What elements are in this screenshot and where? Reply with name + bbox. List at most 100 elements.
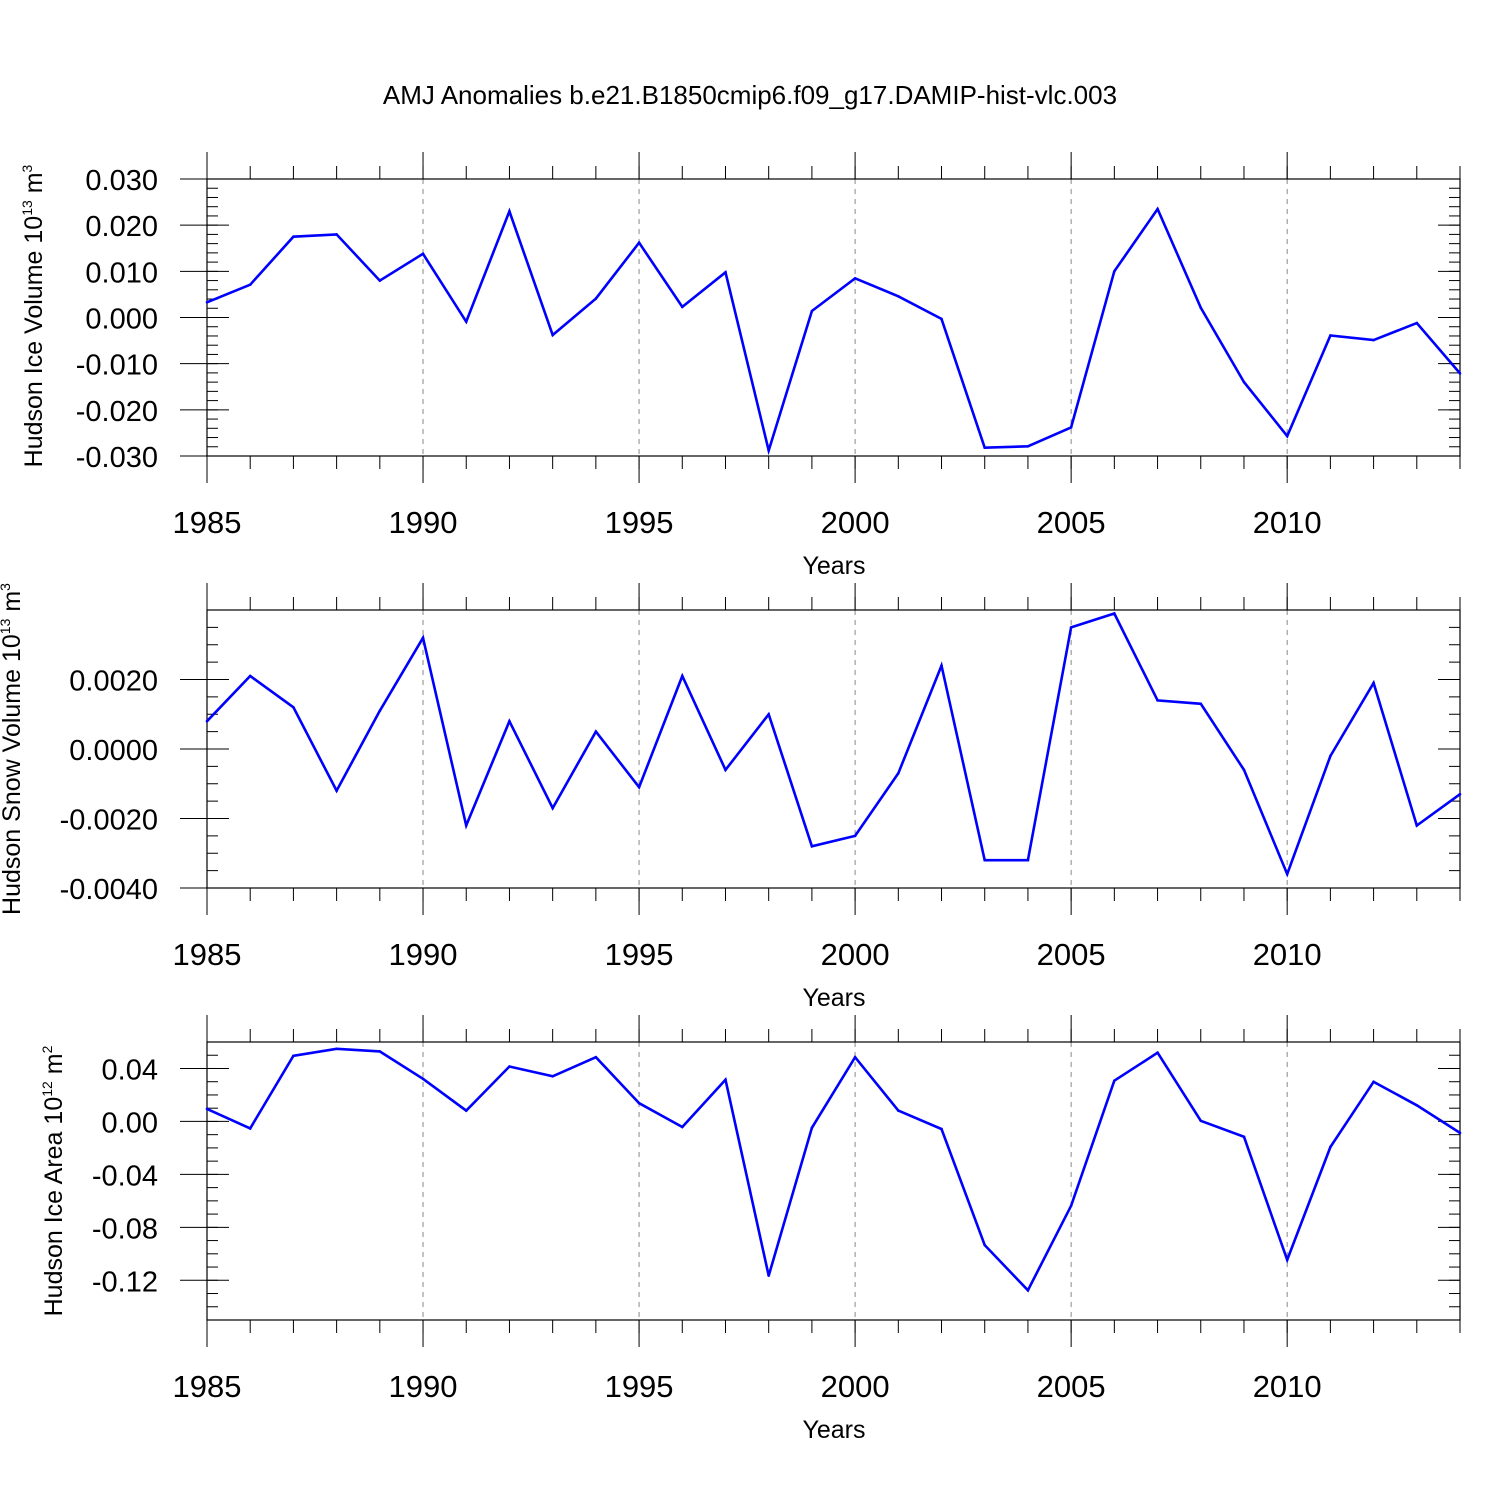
y-tick-label: 0.000 [85,304,158,336]
y-tick-label: -0.010 [76,350,158,382]
data-point [1156,207,1159,211]
x-tick-label: 2010 [1253,1369,1322,1404]
data-point [508,1065,511,1068]
data-point [421,636,425,640]
data-point [1285,872,1289,876]
x-tick-label: 1985 [173,505,242,540]
x-tick-label: 2005 [1037,505,1106,540]
data-point [637,1101,641,1105]
data-point [551,1074,554,1078]
data-point [853,276,857,280]
panel-3: 1985 1990 1995 2000 2005 2010 0.04 0.00 -0.04 -0.… [39,1015,1462,1444]
data-point [1026,1289,1030,1292]
y-axis-label-exponent: 3 [0,583,13,591]
data-point [724,768,727,772]
data-point [464,824,468,827]
data-point [1199,702,1203,706]
y-axis-label-part: m [0,591,26,619]
x-axis-label: Years [802,552,865,580]
data-point [767,1274,770,1277]
x-tick-label: 1995 [605,937,674,972]
data-point [1415,1103,1419,1107]
data-point [1329,754,1332,758]
data-point [940,1127,943,1131]
x-tick-label: 2005 [1037,1369,1106,1404]
y-tick-label: -0.12 [92,1266,158,1298]
y-axis-label: Hudson Snow Volume 1013 m3 [0,583,26,915]
data-point [680,674,684,678]
y-axis-label-part: m [20,172,48,200]
data-point [853,834,857,838]
data-point [940,317,943,321]
y-tick-label: 0.00 [102,1107,158,1139]
y-tick-label: 0.0020 [69,666,158,698]
data-point [680,1125,684,1129]
data-point [292,235,295,239]
y-tick-label: -0.030 [76,442,158,474]
data-point [335,789,338,792]
y-axis-label-exponent: 2 [39,1045,55,1053]
data-point [1242,1135,1246,1139]
data-point [1329,334,1332,337]
data-point [1199,306,1203,310]
data-point [1199,1119,1203,1123]
data-point [1415,824,1419,827]
data-point [508,719,511,723]
plot-frame [206,1041,1461,1321]
data-point [248,283,252,287]
plot-frame [206,609,1461,889]
y-axis-label: Hudson Ice Area 1012 m2 [39,1045,68,1316]
data-point [1285,1258,1289,1262]
data-point [1069,626,1073,629]
data-point [1156,1051,1159,1055]
data-point [1329,1145,1332,1149]
data-point [637,241,641,245]
series-line [206,611,1461,878]
y-tick-label: 0.04 [102,1054,158,1086]
data-point [205,300,209,304]
data-point [335,233,338,236]
data-point [1113,612,1116,615]
y-tick-label: -0.020 [76,396,158,428]
panels: 1985 1990 1995 2000 2005 2010 0.030 0.020 0.010 0… [0,152,1462,1444]
y-tick-label: -0.08 [92,1213,158,1245]
data-point [464,1109,468,1112]
y-axis-label-exponent: 12 [39,1081,55,1097]
x-tick-label: 2000 [821,937,890,972]
x-tick-label: 1995 [605,505,674,540]
plot-frame [206,178,1461,457]
data-point [421,252,425,256]
data-point [983,1243,987,1247]
chart-title: AMJ Anomalies b.e21.B1850cmip6.f09_g17.D… [383,80,1117,110]
y-tick-label: -0.04 [92,1160,158,1192]
data-point [1242,380,1246,384]
x-tick-label: 2005 [1037,937,1106,972]
y-tick-label: -0.0020 [60,805,158,837]
data-point [680,305,684,309]
data-point [594,730,598,733]
data-point [1415,321,1419,325]
data-point [248,1127,252,1130]
x-tick-label: 2010 [1253,937,1322,972]
data-point [292,1054,295,1058]
x-axis-label: Years [802,984,865,1012]
data-point [637,785,641,789]
data-point [897,772,900,775]
data-point [205,1107,209,1111]
y-axis-label-exponent: 13 [0,618,13,634]
y-tick-label: 0.010 [85,257,158,289]
data-point [1026,858,1030,862]
x-axis-label: Years [802,1416,865,1444]
data-point [853,1055,857,1059]
data-point [810,1126,814,1130]
data-point [205,719,209,723]
y-axis-label-exponent: 3 [19,164,35,172]
series-line [206,1047,1461,1293]
data-point [1242,768,1246,772]
y-tick-label: -0.0040 [60,874,158,906]
x-tick-label: 1985 [173,1369,242,1404]
data-point [335,1047,338,1051]
y-tick-label: 0.030 [85,165,158,197]
data-point [292,706,295,709]
data-point [1113,1079,1116,1082]
